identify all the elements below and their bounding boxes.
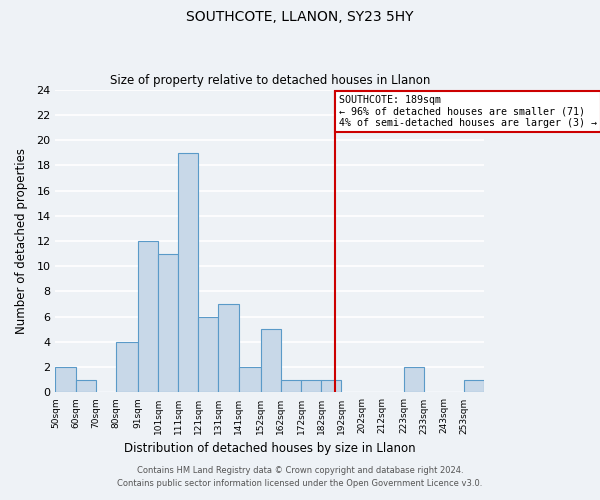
Bar [464, 380, 484, 392]
Text: SOUTHCOTE, LLANON, SY23 5HY: SOUTHCOTE, LLANON, SY23 5HY [186, 10, 414, 24]
Title: Size of property relative to detached houses in Llanon: Size of property relative to detached ho… [110, 74, 430, 87]
Bar [218, 304, 239, 392]
Bar [55, 367, 76, 392]
Bar [158, 254, 178, 392]
Y-axis label: Number of detached properties: Number of detached properties [15, 148, 28, 334]
Bar [116, 342, 138, 392]
Bar [261, 330, 281, 392]
X-axis label: Distribution of detached houses by size in Llanon: Distribution of detached houses by size … [124, 442, 416, 455]
Bar [76, 380, 96, 392]
Bar [404, 367, 424, 392]
Text: Contains HM Land Registry data © Crown copyright and database right 2024.
Contai: Contains HM Land Registry data © Crown c… [118, 466, 482, 487]
Text: SOUTHCOTE: 189sqm
← 96% of detached houses are smaller (71)
4% of semi-detached : SOUTHCOTE: 189sqm ← 96% of detached hous… [339, 94, 597, 128]
Bar [239, 367, 261, 392]
Bar [321, 380, 341, 392]
Bar [301, 380, 321, 392]
Bar [138, 241, 158, 392]
Bar [178, 152, 199, 392]
Bar [199, 316, 218, 392]
Bar [281, 380, 301, 392]
